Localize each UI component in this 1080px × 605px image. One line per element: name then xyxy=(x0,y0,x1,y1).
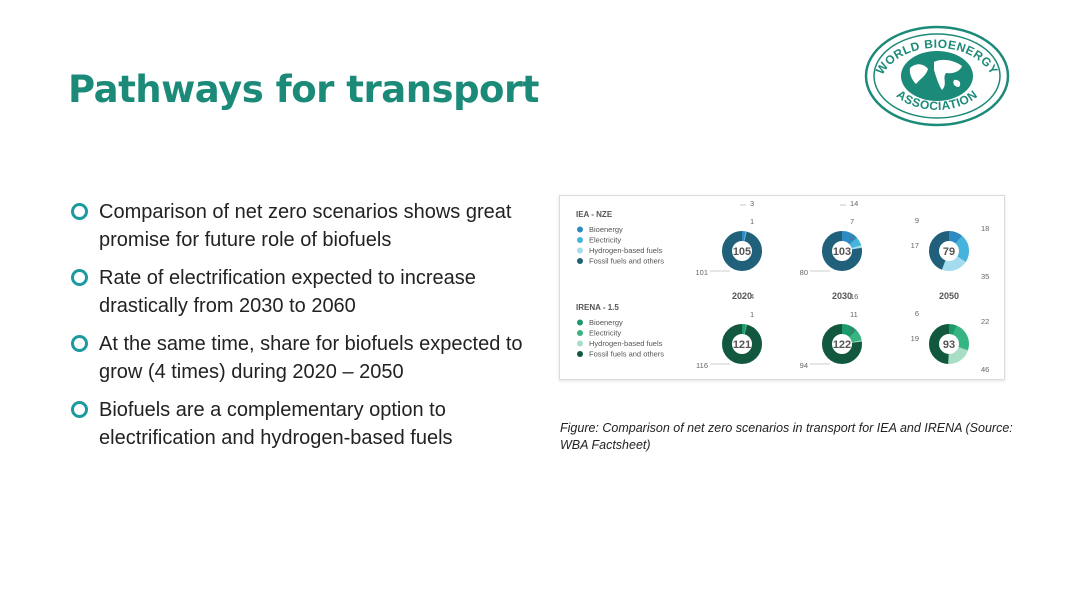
legend-label: Fossil fuels and others xyxy=(589,257,664,266)
donut-segment xyxy=(929,324,969,364)
world-bioenergy-association-logo: WORLD BIOENERGY ASSOCIATION xyxy=(864,25,1010,127)
donut-value-label: 35 xyxy=(981,272,989,281)
legend-swatch xyxy=(577,258,583,264)
legend-swatch xyxy=(577,226,583,233)
legend-label: Hydrogen-based fuels xyxy=(589,246,663,255)
bullet-item: At the same time, share for biofuels exp… xyxy=(70,330,540,386)
donut-total: 79 xyxy=(943,246,955,258)
legend-label: Fossil fuels and others xyxy=(589,350,664,359)
legend-label: Hydrogen-based fuels xyxy=(589,339,663,348)
scenario-title: IEA - NZE xyxy=(576,210,613,219)
donut-segment xyxy=(822,231,862,271)
donut-segment xyxy=(722,324,762,364)
donut-value-label: 101 xyxy=(695,268,708,277)
donut-value-label: 6 xyxy=(915,309,919,318)
donut-value-label: 94 xyxy=(800,361,808,370)
bullet-item: Biofuels are a complementary option to e… xyxy=(70,396,540,452)
donut-chart-grid: IEA - NZEBioenergyElectricityHydrogen-ba… xyxy=(576,199,989,374)
bullet-list: Comparison of net zero scenarios shows g… xyxy=(70,198,540,462)
donut-segment xyxy=(722,231,762,271)
ring-bullet-icon xyxy=(71,401,88,418)
ring-bullet-icon xyxy=(71,203,88,220)
legend-label: Electricity xyxy=(589,236,621,245)
legend-label: Bioenergy xyxy=(589,225,623,234)
donut-value-label: 1 xyxy=(750,310,754,319)
donut-value-label: 18 xyxy=(981,224,989,233)
donut-total: 122 xyxy=(833,339,851,351)
donut-segment xyxy=(929,324,969,364)
donut-value-label: 116 xyxy=(696,361,708,370)
legend-swatch xyxy=(577,351,583,357)
donut-total: 121 xyxy=(733,339,751,351)
scenario-comparison-figure: IEA - NZE Bioenergy Electricity Hydrogen-ba… xyxy=(559,195,1005,380)
legend-swatch xyxy=(577,340,583,347)
donut-total: 93 xyxy=(943,339,955,351)
donut-value-label: 7 xyxy=(850,217,854,226)
donut-segment xyxy=(929,324,969,364)
donut-value-label: 46 xyxy=(981,365,989,374)
donut-segment xyxy=(822,324,862,364)
legend-swatch xyxy=(577,319,583,326)
donut-value-label: 14 xyxy=(850,199,858,208)
figure-caption: Figure: Comparison of net zero scenarios… xyxy=(560,421,1013,452)
donut-value-label: 16 xyxy=(850,292,858,301)
ring-bullet-icon xyxy=(71,335,88,352)
donut-segment xyxy=(929,231,969,271)
year-label: 2030 xyxy=(832,291,852,301)
donut-value-label: 1 xyxy=(750,217,754,226)
donut-segment xyxy=(929,231,969,271)
donut-total: 103 xyxy=(833,246,851,258)
bullet-item: Rate of electrification expected to incr… xyxy=(70,264,540,320)
donut-value-label: 80 xyxy=(800,268,808,277)
donut-value-label: 2 xyxy=(850,233,854,242)
slide-title: Pathways for transport xyxy=(68,68,539,111)
donut-segment xyxy=(929,231,969,271)
donut-value-label: 22 xyxy=(981,317,989,326)
donut-value-label: 1 xyxy=(850,326,854,335)
donut-total: 105 xyxy=(733,246,751,258)
legend-swatch xyxy=(577,237,583,243)
donut-value-label: 4 xyxy=(750,292,754,301)
legend-swatch xyxy=(577,247,583,254)
year-label: 2020 xyxy=(732,291,752,301)
ring-bullet-icon xyxy=(71,269,88,286)
legend-swatch xyxy=(577,330,583,336)
donut-value-label: 19 xyxy=(911,334,919,343)
year-label: 2050 xyxy=(939,291,959,301)
bullet-item: Comparison of net zero scenarios shows g… xyxy=(70,198,540,254)
legend-label: Electricity xyxy=(589,329,621,338)
donut-value-label: 9 xyxy=(915,216,919,225)
donut-value-label: 11 xyxy=(850,310,858,319)
donut-value-label: 17 xyxy=(911,241,919,250)
legend-label: Bioenergy xyxy=(589,318,623,327)
donut-value-label: 3 xyxy=(750,199,754,208)
scenario-title: IRENA - 1.5 xyxy=(576,303,619,312)
